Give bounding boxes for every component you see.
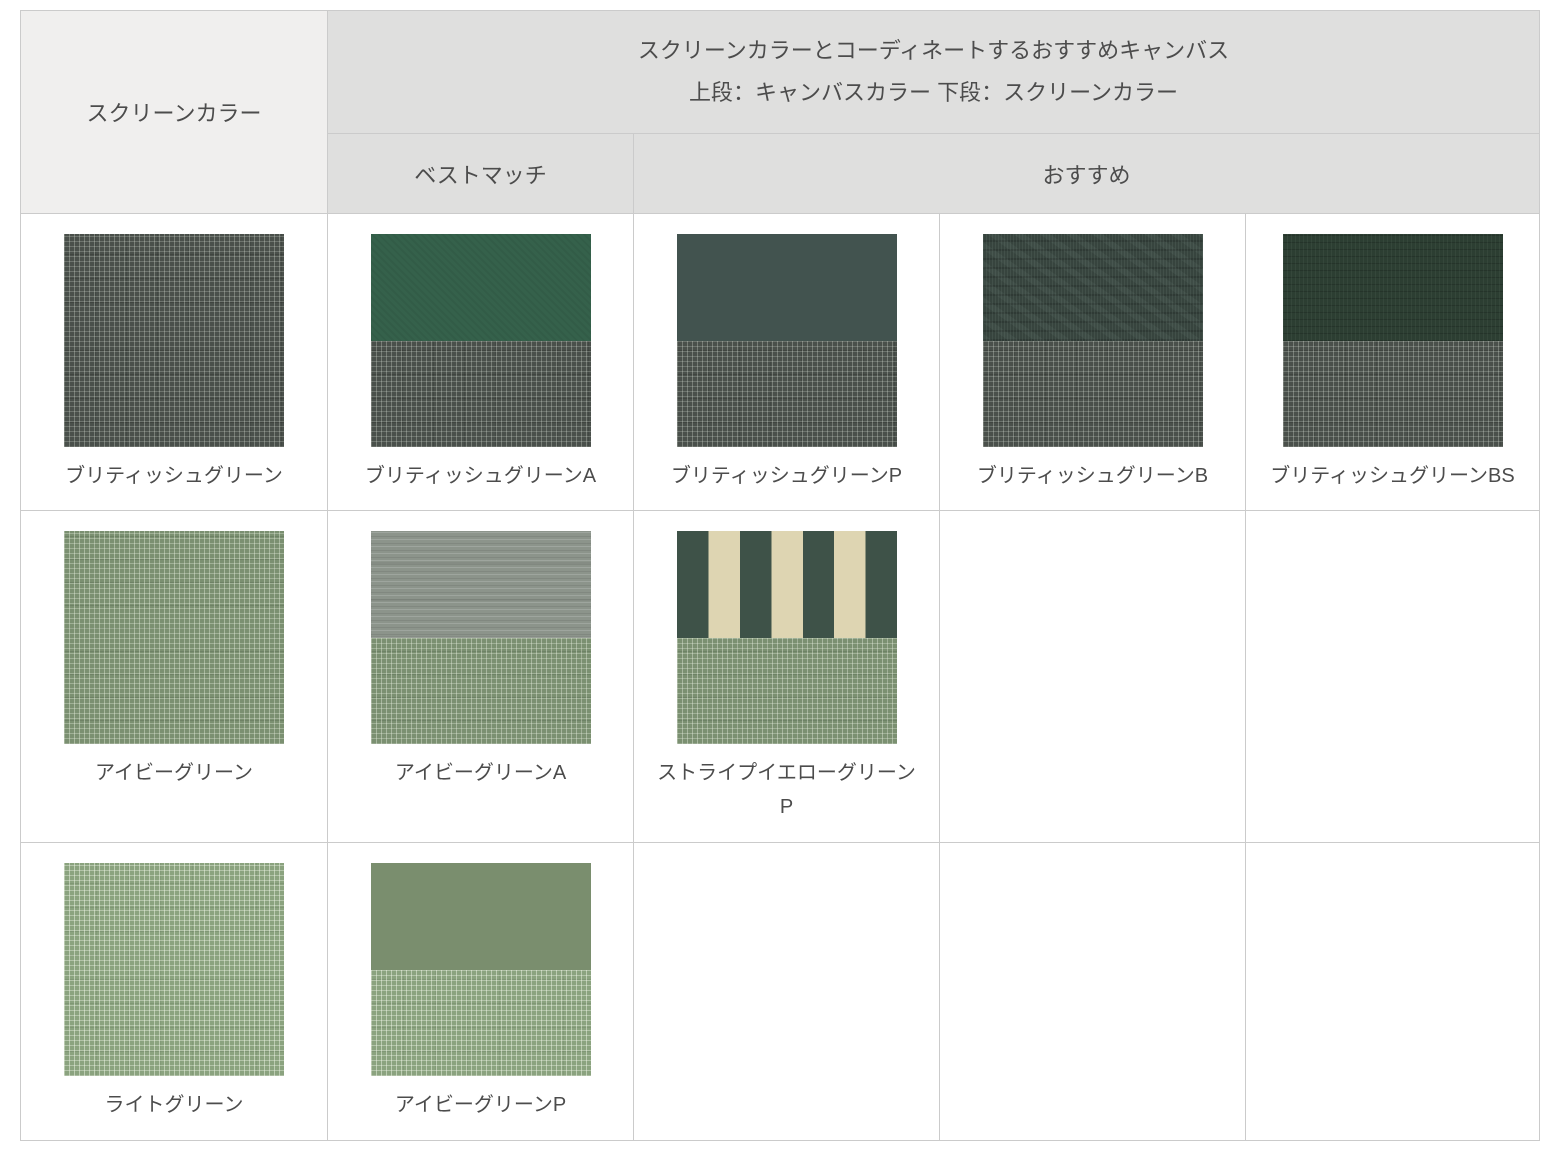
screen-color-cell-ivy-green: アイビーグリーン xyxy=(21,511,328,843)
recommended-cell: ブリティッシュグリーンB xyxy=(940,214,1246,511)
screen-fabric xyxy=(1282,340,1503,447)
header-recommend-title-line2: 上段：キャンバスカラー 下段：スクリーンカラー xyxy=(688,80,1178,105)
swatch-label: ストライプイエローグリーンP xyxy=(657,762,916,818)
swatch-label: ブリティッシュグリーンP xyxy=(670,465,903,487)
swatch-label: アイビーグリーンP xyxy=(394,1094,567,1116)
canvas-fabric xyxy=(370,863,591,970)
canvas-fabric xyxy=(1282,234,1503,341)
fabric-swatch-image xyxy=(1282,234,1503,447)
recommended-cell: ブリティッシュグリーンBS xyxy=(1246,214,1539,511)
swatch-label: ブリティッシュグリーン xyxy=(65,465,283,487)
fabric-swatch-image xyxy=(370,531,591,744)
best-match-cell: アイビーグリーンP xyxy=(328,843,634,1140)
screen-fabric xyxy=(370,969,591,1076)
screen-fabric xyxy=(676,637,897,744)
empty-cell xyxy=(1246,511,1539,843)
screen-fabric xyxy=(370,637,591,744)
recommended-cell: ブリティッシュグリーンP xyxy=(634,214,940,511)
fabric-swatch-image xyxy=(370,863,591,1076)
canvas-fabric xyxy=(982,234,1203,341)
screen-color-cell-british-green: ブリティッシュグリーン xyxy=(21,214,328,511)
swatch-label: ブリティッシュグリーンB xyxy=(976,465,1209,487)
swatch-label: アイビーグリーンA xyxy=(394,762,567,784)
color-coordination-table: スクリーンカラー スクリーンカラーとコーディネートするおすすめキャンバス 上段：… xyxy=(20,10,1540,1141)
best-match-cell: アイビーグリーンA xyxy=(328,511,634,843)
header-screen-color: スクリーンカラー xyxy=(21,11,328,214)
screen-fabric xyxy=(676,340,897,447)
header-recommend-title: スクリーンカラーとコーディネートするおすすめキャンバス 上段：キャンバスカラー … xyxy=(328,11,1539,134)
header-recommend-title-line1: スクリーンカラーとコーディネートするおすすめキャンバス xyxy=(637,38,1230,63)
swatch-label: ライトグリーン xyxy=(104,1094,244,1116)
header-best-match: ベストマッチ xyxy=(328,134,634,214)
best-match-cell: ブリティッシュグリーンA xyxy=(328,214,634,511)
canvas-fabric xyxy=(676,234,897,341)
swatch-label: アイビーグリーン xyxy=(95,762,253,784)
empty-cell xyxy=(1246,843,1539,1140)
header-recommended-label: おすすめ xyxy=(1042,162,1131,188)
empty-cell xyxy=(634,843,940,1140)
swatch-label: ブリティッシュグリーンBS xyxy=(1270,465,1515,487)
fabric-swatch-image xyxy=(676,531,897,744)
recommended-cell: ストライプイエローグリーンP xyxy=(634,511,940,843)
fabric-swatch-image xyxy=(676,234,897,447)
screen-fabric xyxy=(64,863,284,1076)
empty-cell xyxy=(940,843,1246,1140)
canvas-fabric xyxy=(370,531,591,638)
screen-fabric xyxy=(64,234,284,447)
empty-cell xyxy=(940,511,1246,843)
canvas-fabric xyxy=(370,234,591,341)
fabric-swatch-image xyxy=(64,531,284,744)
fabric-swatch-image xyxy=(64,234,284,447)
screen-fabric xyxy=(982,340,1203,447)
screen-fabric xyxy=(370,340,591,447)
fabric-swatch-image xyxy=(64,863,284,1076)
fabric-swatch-image xyxy=(370,234,591,447)
header-best-match-label: ベストマッチ xyxy=(414,162,547,188)
swatch-label: ブリティッシュグリーンA xyxy=(364,465,597,487)
header-screen-color-label: スクリーンカラー xyxy=(86,101,262,126)
screen-fabric xyxy=(64,531,284,744)
canvas-fabric xyxy=(676,531,897,638)
screen-color-cell-light-green: ライトグリーン xyxy=(21,843,328,1140)
header-recommended: おすすめ xyxy=(634,134,1539,214)
fabric-swatch-image xyxy=(982,234,1203,447)
